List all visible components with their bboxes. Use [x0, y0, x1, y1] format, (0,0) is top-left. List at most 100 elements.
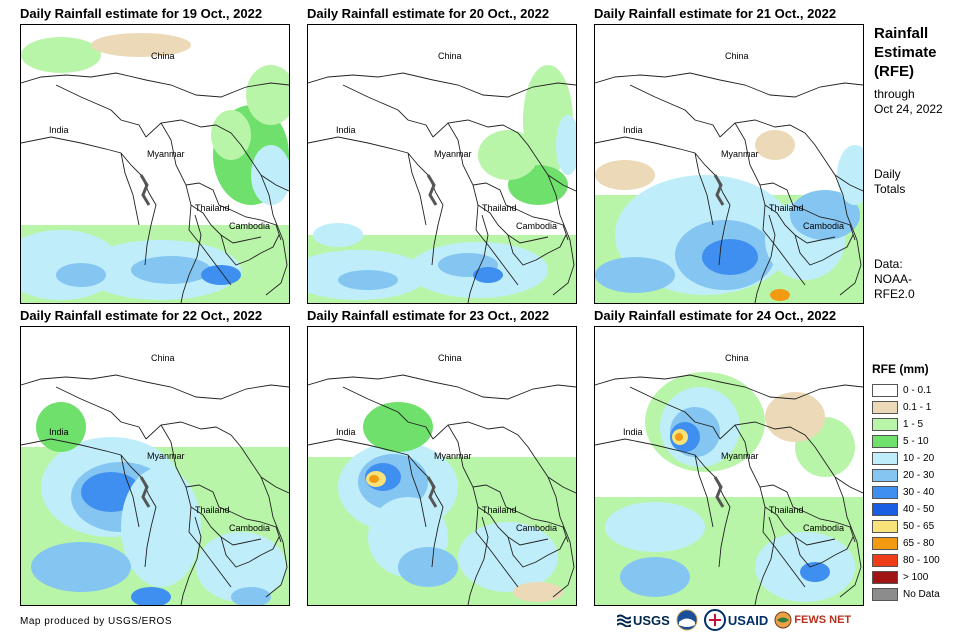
legend-item: 80 - 100	[872, 552, 964, 568]
country-label-india: India	[623, 427, 643, 437]
rainfall-map-panel: Daily Rainfall estimate for 21 Oct., 202…	[594, 6, 864, 304]
map-credit: Map produced by USGS/EROS	[20, 616, 173, 627]
country-label-cambodia: Cambodia	[803, 221, 845, 231]
legend-item: 0 - 0.1	[872, 382, 964, 398]
legend-swatch	[872, 485, 898, 499]
data-label: Data:	[874, 257, 903, 271]
legend-label: 5 - 10	[903, 435, 929, 447]
legend-item: 20 - 30	[872, 467, 964, 483]
logo-strip: USGS USAID FEWS NET	[617, 607, 851, 633]
heading-line: Rainfall	[874, 25, 929, 42]
panel-title: Daily Rainfall estimate for 21 Oct., 202…	[594, 6, 837, 21]
country-label-thailand: Thailand	[769, 505, 804, 515]
fewsnet-globe-icon	[774, 611, 792, 629]
country-label-thailand: Thailand	[195, 203, 230, 213]
rainfall-map: China India Myanmar Thailand Cambodia	[20, 24, 290, 304]
rainfall-map-graphic	[308, 374, 576, 605]
legend-swatch	[872, 383, 898, 397]
through-date-value: Oct 24, 2022	[874, 102, 943, 116]
country-label-thailand: Thailand	[482, 203, 517, 213]
rainfall-map-graphic	[595, 372, 863, 605]
through-label: through	[874, 87, 915, 101]
usaid-logo: USAID	[703, 609, 768, 631]
legend-item: 50 - 65	[872, 518, 964, 534]
data-source-line: NOAA-	[874, 272, 913, 286]
legend-swatch	[872, 553, 898, 567]
panel-title: Daily Rainfall estimate for 23 Oct., 202…	[307, 308, 550, 323]
country-label-china: China	[151, 353, 175, 363]
legend-swatch	[872, 451, 898, 465]
country-label-china: China	[151, 51, 175, 61]
country-label-india: India	[336, 125, 356, 135]
legend-label: 0 - 0.1	[903, 384, 932, 396]
legend-swatch	[872, 468, 898, 482]
legend-item: 40 - 50	[872, 501, 964, 517]
country-label-india: India	[49, 427, 69, 437]
country-label-india: India	[336, 427, 356, 437]
legend-item: 0.1 - 1	[872, 399, 964, 415]
legend-heading: Rainfall Estimate (RFE)	[874, 24, 937, 81]
legend-title: RFE (mm)	[872, 362, 929, 376]
legend-label: > 100	[903, 571, 929, 583]
rainfall-map-graphic	[595, 72, 863, 303]
legend-label: 0.1 - 1	[903, 401, 932, 413]
legend-item: 1 - 5	[872, 416, 964, 432]
legend-label: No Data	[903, 588, 940, 600]
panel-title: Daily Rainfall estimate for 24 Oct., 202…	[594, 308, 837, 323]
legend-item: > 100	[872, 569, 964, 585]
country-label-thailand: Thailand	[482, 505, 517, 515]
legend-swatch	[872, 417, 898, 431]
country-label-india: India	[623, 125, 643, 135]
rainfall-map-panel: Daily Rainfall estimate for 23 Oct., 202…	[307, 308, 577, 606]
rainfall-map: China India Myanmar Thailand Cambodia	[307, 326, 577, 606]
country-label-myanmar: Myanmar	[147, 149, 185, 159]
country-label-china: China	[438, 51, 462, 61]
legend-label: 40 - 50	[903, 503, 935, 515]
legend-swatch	[872, 587, 898, 601]
legend-swatch	[872, 536, 898, 550]
rainfall-map-panel: Daily Rainfall estimate for 24 Oct., 202…	[594, 308, 864, 606]
usgs-wave-icon	[617, 614, 631, 627]
country-label-cambodia: Cambodia	[516, 523, 558, 533]
country-label-cambodia: Cambodia	[229, 523, 271, 533]
heading-line: Estimate	[874, 44, 937, 61]
country-label-myanmar: Myanmar	[147, 451, 185, 461]
rainfall-map-graphic	[21, 33, 289, 303]
legend-swatch	[872, 400, 898, 414]
legend-item: 65 - 80	[872, 535, 964, 551]
rainfall-map-panel: Daily Rainfall estimate for 20 Oct., 202…	[307, 6, 577, 304]
rainfall-map-panel: Daily Rainfall estimate for 19 Oct., 202…	[20, 6, 290, 304]
daily-totals-note: Daily Totals	[874, 167, 905, 197]
noaa-logo	[676, 609, 698, 631]
panel-title: Daily Rainfall estimate for 19 Oct., 202…	[20, 6, 263, 21]
legend-item: 30 - 40	[872, 484, 964, 500]
rainfall-map-graphic	[308, 65, 576, 303]
legend-label: 80 - 100	[903, 554, 940, 566]
panel-title: Daily Rainfall estimate for 22 Oct., 202…	[20, 308, 263, 323]
panel-title: Daily Rainfall estimate for 20 Oct., 202…	[307, 6, 550, 21]
heading-line: (RFE)	[874, 63, 914, 80]
usaid-seal-icon	[703, 609, 726, 631]
legend-label: 1 - 5	[903, 418, 924, 430]
totals-label: Totals	[874, 182, 906, 196]
legend-label: 20 - 30	[903, 469, 935, 481]
country-label-cambodia: Cambodia	[803, 523, 845, 533]
legend-label: 10 - 20	[903, 452, 935, 464]
country-label-myanmar: Myanmar	[721, 451, 759, 461]
country-label-china: China	[725, 353, 749, 363]
country-label-myanmar: Myanmar	[434, 451, 472, 461]
legend-swatch	[872, 519, 898, 533]
fewsnet-logo: FEWS NET	[774, 611, 851, 629]
usgs-logo: USGS	[617, 613, 670, 628]
country-label-china: China	[725, 51, 749, 61]
data-source-line: RFE2.0	[874, 287, 915, 301]
country-label-myanmar: Myanmar	[434, 149, 472, 159]
country-label-cambodia: Cambodia	[516, 221, 558, 231]
legend-item: No Data	[872, 586, 964, 602]
country-label-cambodia: Cambodia	[229, 221, 271, 231]
noaa-emblem-icon	[676, 609, 698, 631]
through-date: through Oct 24, 2022	[874, 87, 943, 117]
legend-item: 10 - 20	[872, 450, 964, 466]
rainfall-map: China India Myanmar Thailand Cambodia	[594, 24, 864, 304]
legend-item: 5 - 10	[872, 433, 964, 449]
